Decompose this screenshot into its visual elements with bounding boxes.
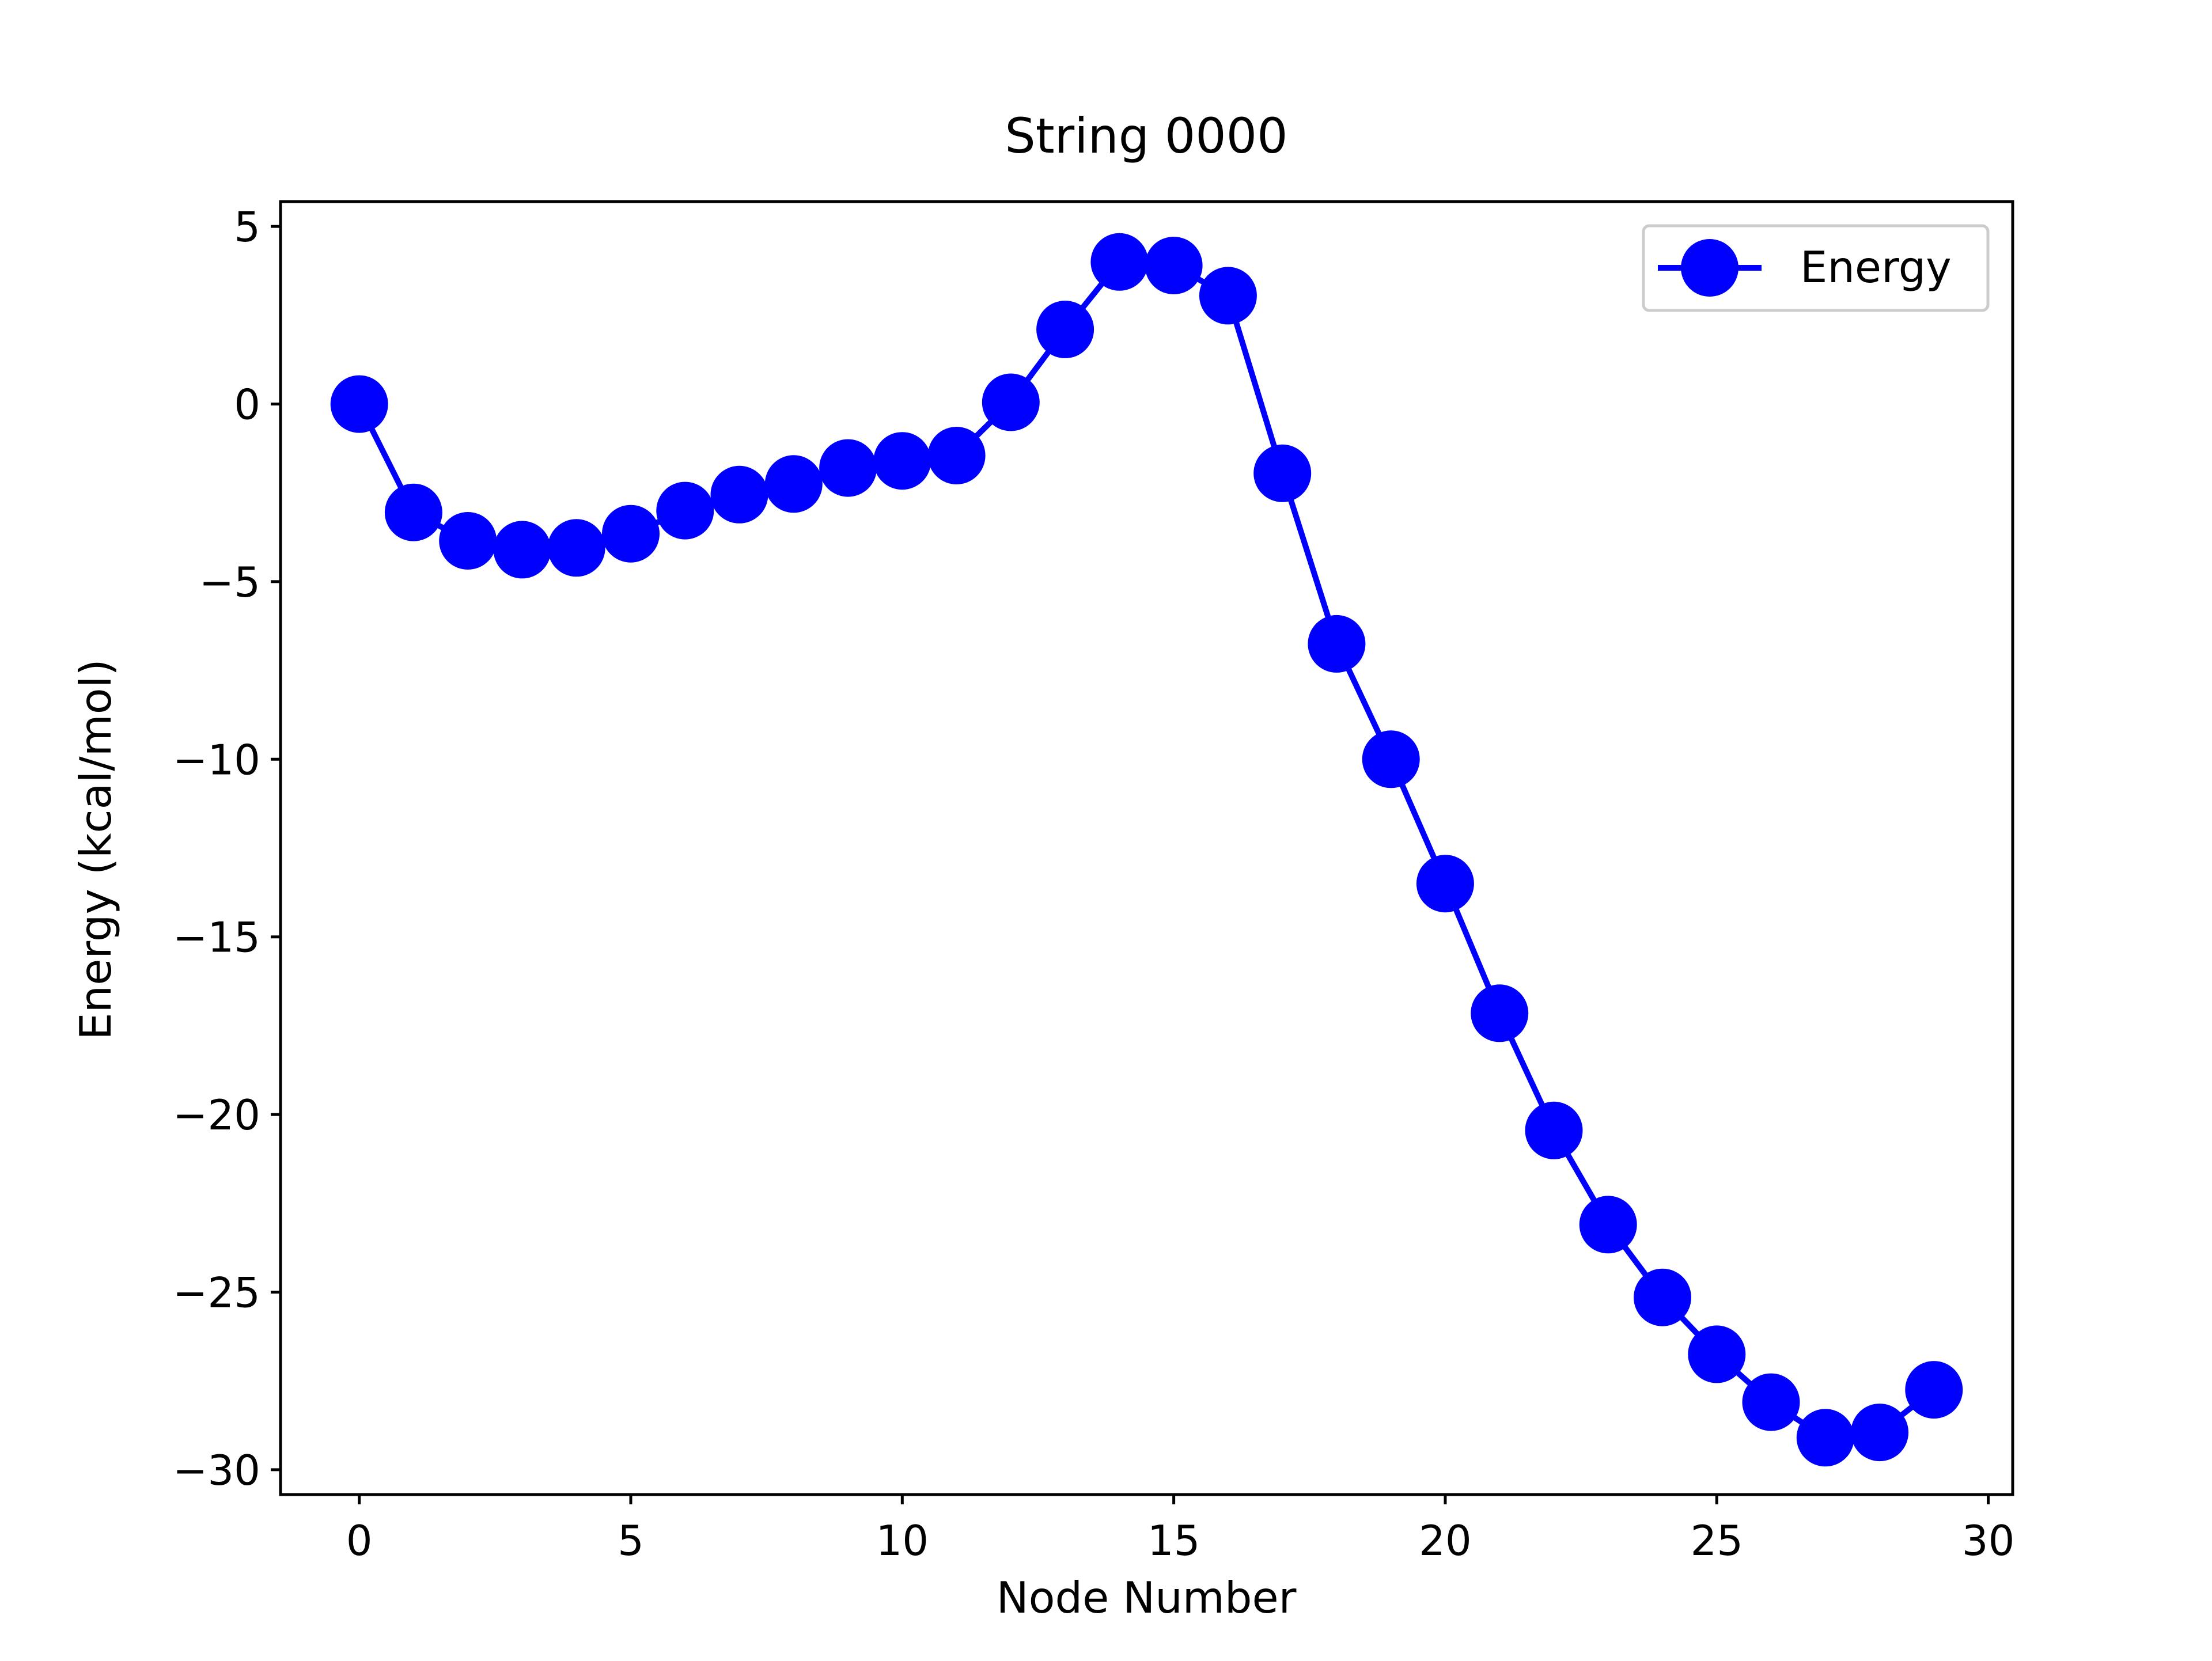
legend: Energy (1642, 224, 1990, 312)
energy-data-point (764, 455, 823, 513)
series-layer (330, 233, 1963, 1467)
legend-label-energy: Energy (1800, 242, 1952, 293)
y-axis-label: Energy (kcal/mol) (70, 659, 121, 1040)
energy-data-point (1905, 1361, 1963, 1419)
energy-data-point (330, 375, 388, 433)
x-tick-label: 15 (1147, 1516, 1200, 1565)
energy-data-point (1525, 1101, 1583, 1159)
y-tick-label: 5 (234, 203, 260, 251)
energy-data-point (493, 521, 551, 579)
y-tick-label: −10 (173, 735, 260, 784)
energy-data-point (710, 465, 768, 524)
energy-data-point (1090, 233, 1149, 291)
energy-data-point (1416, 855, 1474, 913)
energy-data-point (1634, 1268, 1691, 1326)
x-axis-label: Node Number (997, 1572, 1297, 1623)
x-tick-label: 5 (618, 1516, 644, 1565)
energy-data-point (384, 483, 442, 541)
y-tick-label: 0 (234, 381, 260, 429)
x-tick-label: 20 (1419, 1516, 1472, 1565)
energy-data-point (656, 481, 714, 540)
energy-data-point (439, 512, 497, 570)
energy-data-point (1036, 301, 1094, 358)
energy-data-point (1796, 1409, 1854, 1467)
energy-data-point (1742, 1373, 1800, 1431)
energy-data-point (873, 432, 931, 490)
plot-area-frame (279, 200, 2014, 1496)
legend-box (1642, 224, 1990, 312)
energy-data-point (1199, 267, 1257, 325)
energy-data-point (1688, 1325, 1746, 1383)
energy-data-point (1253, 444, 1312, 502)
energy-data-point (1471, 984, 1529, 1042)
energy-data-point (982, 373, 1040, 431)
chart-title: String 0000 (1005, 108, 1287, 164)
energy-data-point (547, 519, 605, 577)
energy-data-point (1851, 1404, 1909, 1462)
x-tick-label: 25 (1690, 1516, 1743, 1565)
energy-data-point (927, 427, 986, 484)
x-tick-label: 10 (876, 1516, 929, 1565)
energy-data-point (1145, 237, 1203, 294)
y-tick-label: −15 (173, 913, 260, 962)
legend-marker-swatch (1681, 239, 1738, 297)
energy-data-point (1362, 730, 1420, 788)
energy-data-point (1308, 615, 1366, 673)
y-tick-label: −30 (173, 1446, 260, 1495)
y-tick-label: −25 (173, 1268, 260, 1317)
energy-data-point (1579, 1196, 1637, 1254)
x-tick-label: 30 (1962, 1516, 2015, 1565)
axis-ticks: 0 5 10 15 20 25 30 5 0 −5 −10 −15 −20 −25 −30 (173, 203, 2014, 1565)
energy-data-point (602, 505, 660, 563)
energy-data-point (819, 439, 877, 497)
x-tick-label: 0 (346, 1516, 373, 1565)
y-tick-label: −20 (173, 1091, 260, 1139)
y-tick-label: −5 (199, 558, 260, 606)
